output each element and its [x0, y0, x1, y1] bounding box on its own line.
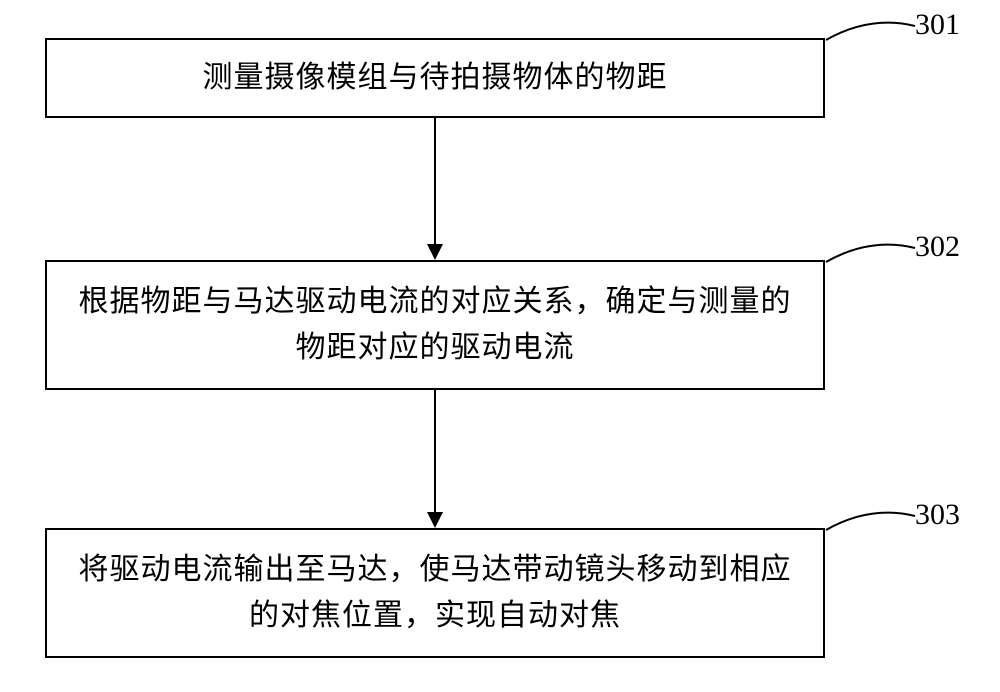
- flow-step-text: 将驱动电流输出至马达，使马达带动镜头移动到相应的对焦位置，实现自动对焦: [67, 547, 803, 640]
- leader-curve: [821, 500, 920, 535]
- arrow-shaft: [434, 118, 436, 246]
- flow-step-301: 测量摄像模组与待拍摄物体的物距: [45, 38, 825, 118]
- flow-step-303: 将驱动电流输出至马达，使马达带动镜头移动到相应的对焦位置，实现自动对焦: [45, 528, 825, 658]
- flow-step-text: 测量摄像模组与待拍摄物体的物距: [203, 55, 668, 102]
- flow-step-302: 根据物距与马达驱动电流的对应关系，确定与测量的物距对应的驱动电流: [45, 260, 825, 390]
- ref-label-303: 303: [915, 498, 960, 532]
- arrow-head-icon: [427, 244, 443, 260]
- arrow-head-icon: [427, 512, 443, 528]
- arrow-shaft: [434, 390, 436, 514]
- flow-step-text: 根据物距与马达驱动电流的对应关系，确定与测量的物距对应的驱动电流: [67, 279, 803, 372]
- leader-curve: [821, 10, 920, 45]
- leader-curve: [821, 232, 920, 267]
- ref-label-301: 301: [915, 8, 960, 42]
- ref-label-302: 302: [915, 230, 960, 264]
